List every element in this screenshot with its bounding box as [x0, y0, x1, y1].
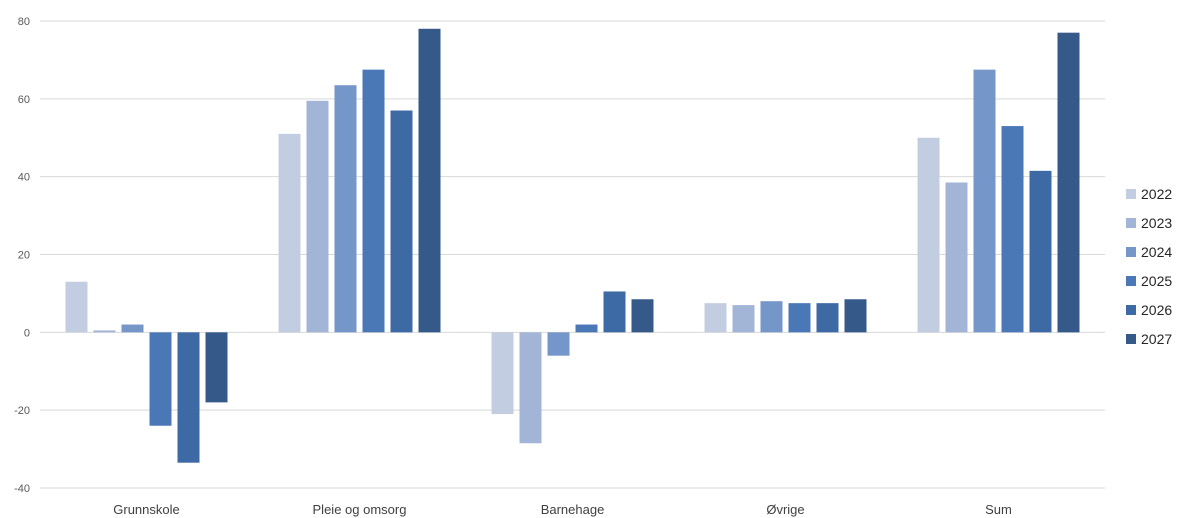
legend-swatch: [1126, 247, 1136, 257]
legend-item: 2026: [1126, 302, 1172, 318]
x-category-label: Pleie og omsorg: [313, 502, 407, 517]
y-tick-label: 60: [18, 94, 30, 106]
legend-label: 2025: [1141, 273, 1172, 289]
bar: [278, 133, 301, 333]
bar: [973, 69, 996, 333]
legend-item: 2022: [1126, 186, 1172, 202]
bar: [65, 281, 88, 333]
legend-item: 2025: [1126, 273, 1172, 289]
legend-swatch: [1126, 276, 1136, 286]
legend-label: 2022: [1141, 186, 1172, 202]
bar: [844, 299, 867, 333]
bar: [631, 299, 654, 333]
y-tick-label: -20: [14, 405, 30, 417]
y-tick-label: 80: [18, 16, 30, 28]
bar: [704, 303, 727, 333]
bar: [418, 28, 441, 333]
bar: [917, 137, 940, 333]
legend-swatch: [1126, 334, 1136, 344]
bar: [205, 332, 228, 403]
x-category-label: Sum: [985, 502, 1012, 517]
bar: [816, 303, 839, 333]
bar: [362, 69, 385, 333]
legend-swatch: [1126, 189, 1136, 199]
y-axis-ticks: -40 -20 0 20 40 60 80: [14, 16, 30, 495]
bar: [1029, 170, 1052, 333]
legend: 2022 2023 2024 2025 2026 2027: [1126, 186, 1172, 347]
y-tick-label: 20: [18, 250, 30, 262]
bar: [491, 332, 514, 415]
bar: [177, 332, 200, 463]
bar: [334, 85, 357, 333]
y-tick-label: -40: [14, 483, 30, 495]
bar: [1057, 32, 1080, 333]
bar: [519, 332, 542, 444]
bars: [65, 28, 1080, 463]
x-category-label: Barnehage: [541, 502, 605, 517]
legend-label: 2023: [1141, 215, 1172, 231]
bar: [149, 332, 172, 426]
bar: [760, 301, 783, 333]
bar: [575, 324, 598, 333]
x-category-label: Grunnskole: [113, 502, 179, 517]
bar: [547, 332, 570, 356]
bar: [121, 324, 144, 333]
legend-label: 2027: [1141, 331, 1172, 347]
bar: [732, 305, 755, 333]
legend-item: 2027: [1126, 331, 1172, 347]
legend-item: 2024: [1126, 244, 1172, 260]
bar: [306, 100, 329, 333]
legend-swatch: [1126, 218, 1136, 228]
legend-label: 2024: [1141, 244, 1172, 260]
y-tick-label: 0: [24, 327, 30, 339]
bar: [1001, 126, 1024, 333]
legend-label: 2026: [1141, 302, 1172, 318]
gridlines: [40, 20, 1105, 489]
bar: [603, 291, 626, 333]
bar: [945, 182, 968, 333]
bar: [788, 303, 811, 333]
x-axis-categories: Grunnskole Pleie og omsorg Barnehage Øvrige…: [113, 502, 1012, 517]
bar: [93, 330, 116, 333]
y-tick-label: 40: [18, 172, 30, 184]
legend-swatch: [1126, 305, 1136, 315]
legend-item: 2023: [1126, 215, 1172, 231]
bar: [390, 110, 413, 333]
x-category-label: Øvrige: [766, 502, 804, 517]
